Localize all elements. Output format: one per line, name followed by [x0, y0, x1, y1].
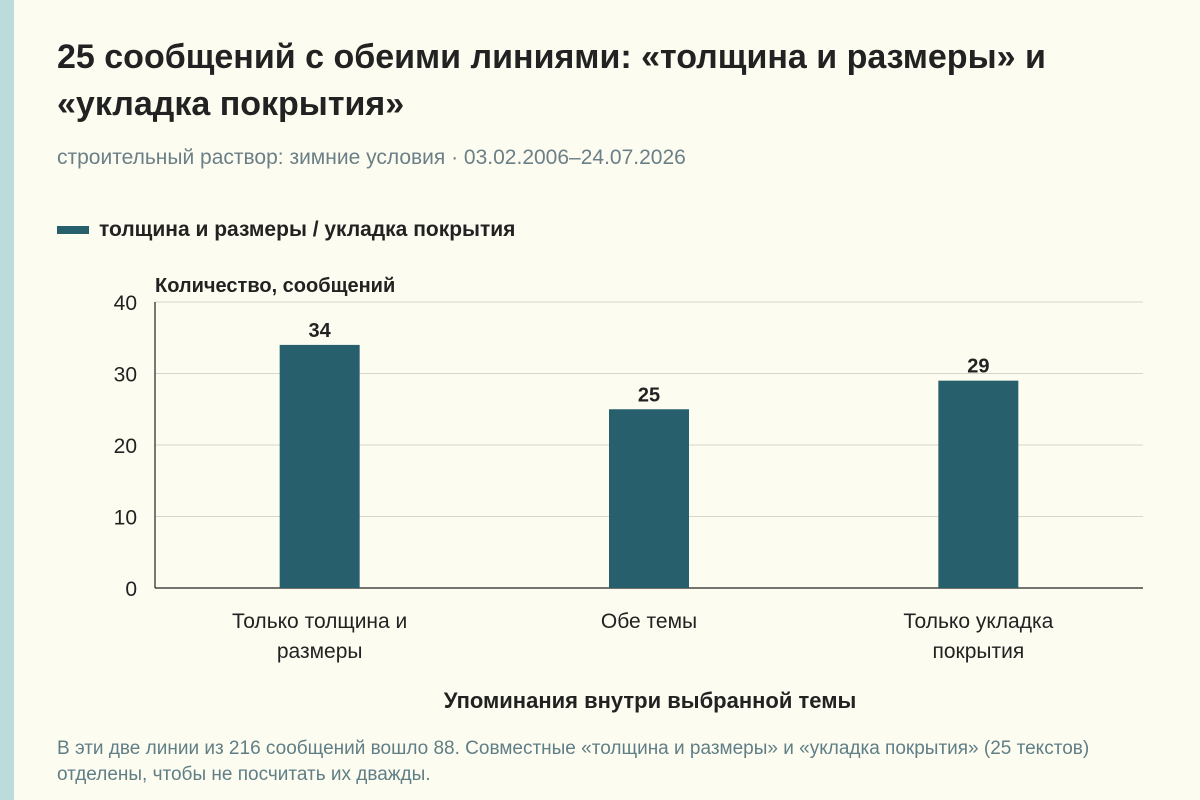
x-tick-label: Только укладка покрытия — [903, 610, 1053, 663]
y-tick-label: 40 — [114, 292, 137, 315]
y-tick-label: 20 — [114, 435, 137, 458]
legend-label: толщина и размеры / укладка покрытия — [99, 218, 516, 241]
y-tick-label: 30 — [114, 364, 137, 387]
chart-subtitle: строительный раствор: зимние условия · 0… — [57, 146, 686, 169]
bar — [609, 409, 689, 588]
footnote: В эти две линии из 216 сообщений вошло 8… — [57, 738, 1090, 785]
x-tick-label: Только толщина и размеры — [232, 610, 407, 663]
accent-strip — [0, 0, 14, 800]
x-tick-label: Обе темы — [601, 610, 697, 633]
legend: толщина и размеры / укладка покрытия — [57, 218, 515, 242]
bar — [938, 380, 1019, 588]
bar — [279, 344, 360, 588]
bar-chart: 0 10 20 30 40 Количество, сообщений 34 Только т… — [114, 275, 1143, 713]
bar-value-label: 34 — [309, 320, 332, 342]
y-axis-label: Количество, сообщений — [155, 275, 395, 297]
x-axis-label: Упоминания внутри выбранной темы — [444, 688, 857, 713]
bar-value-label: 25 — [638, 384, 660, 406]
chart-title: 25 сообщений с обеими линиями: «толщина … — [57, 38, 1046, 123]
legend-swatch — [57, 226, 89, 234]
y-tick-label: 0 — [125, 578, 137, 601]
bar-value-label: 29 — [967, 356, 989, 378]
y-tick-label: 10 — [114, 507, 137, 530]
